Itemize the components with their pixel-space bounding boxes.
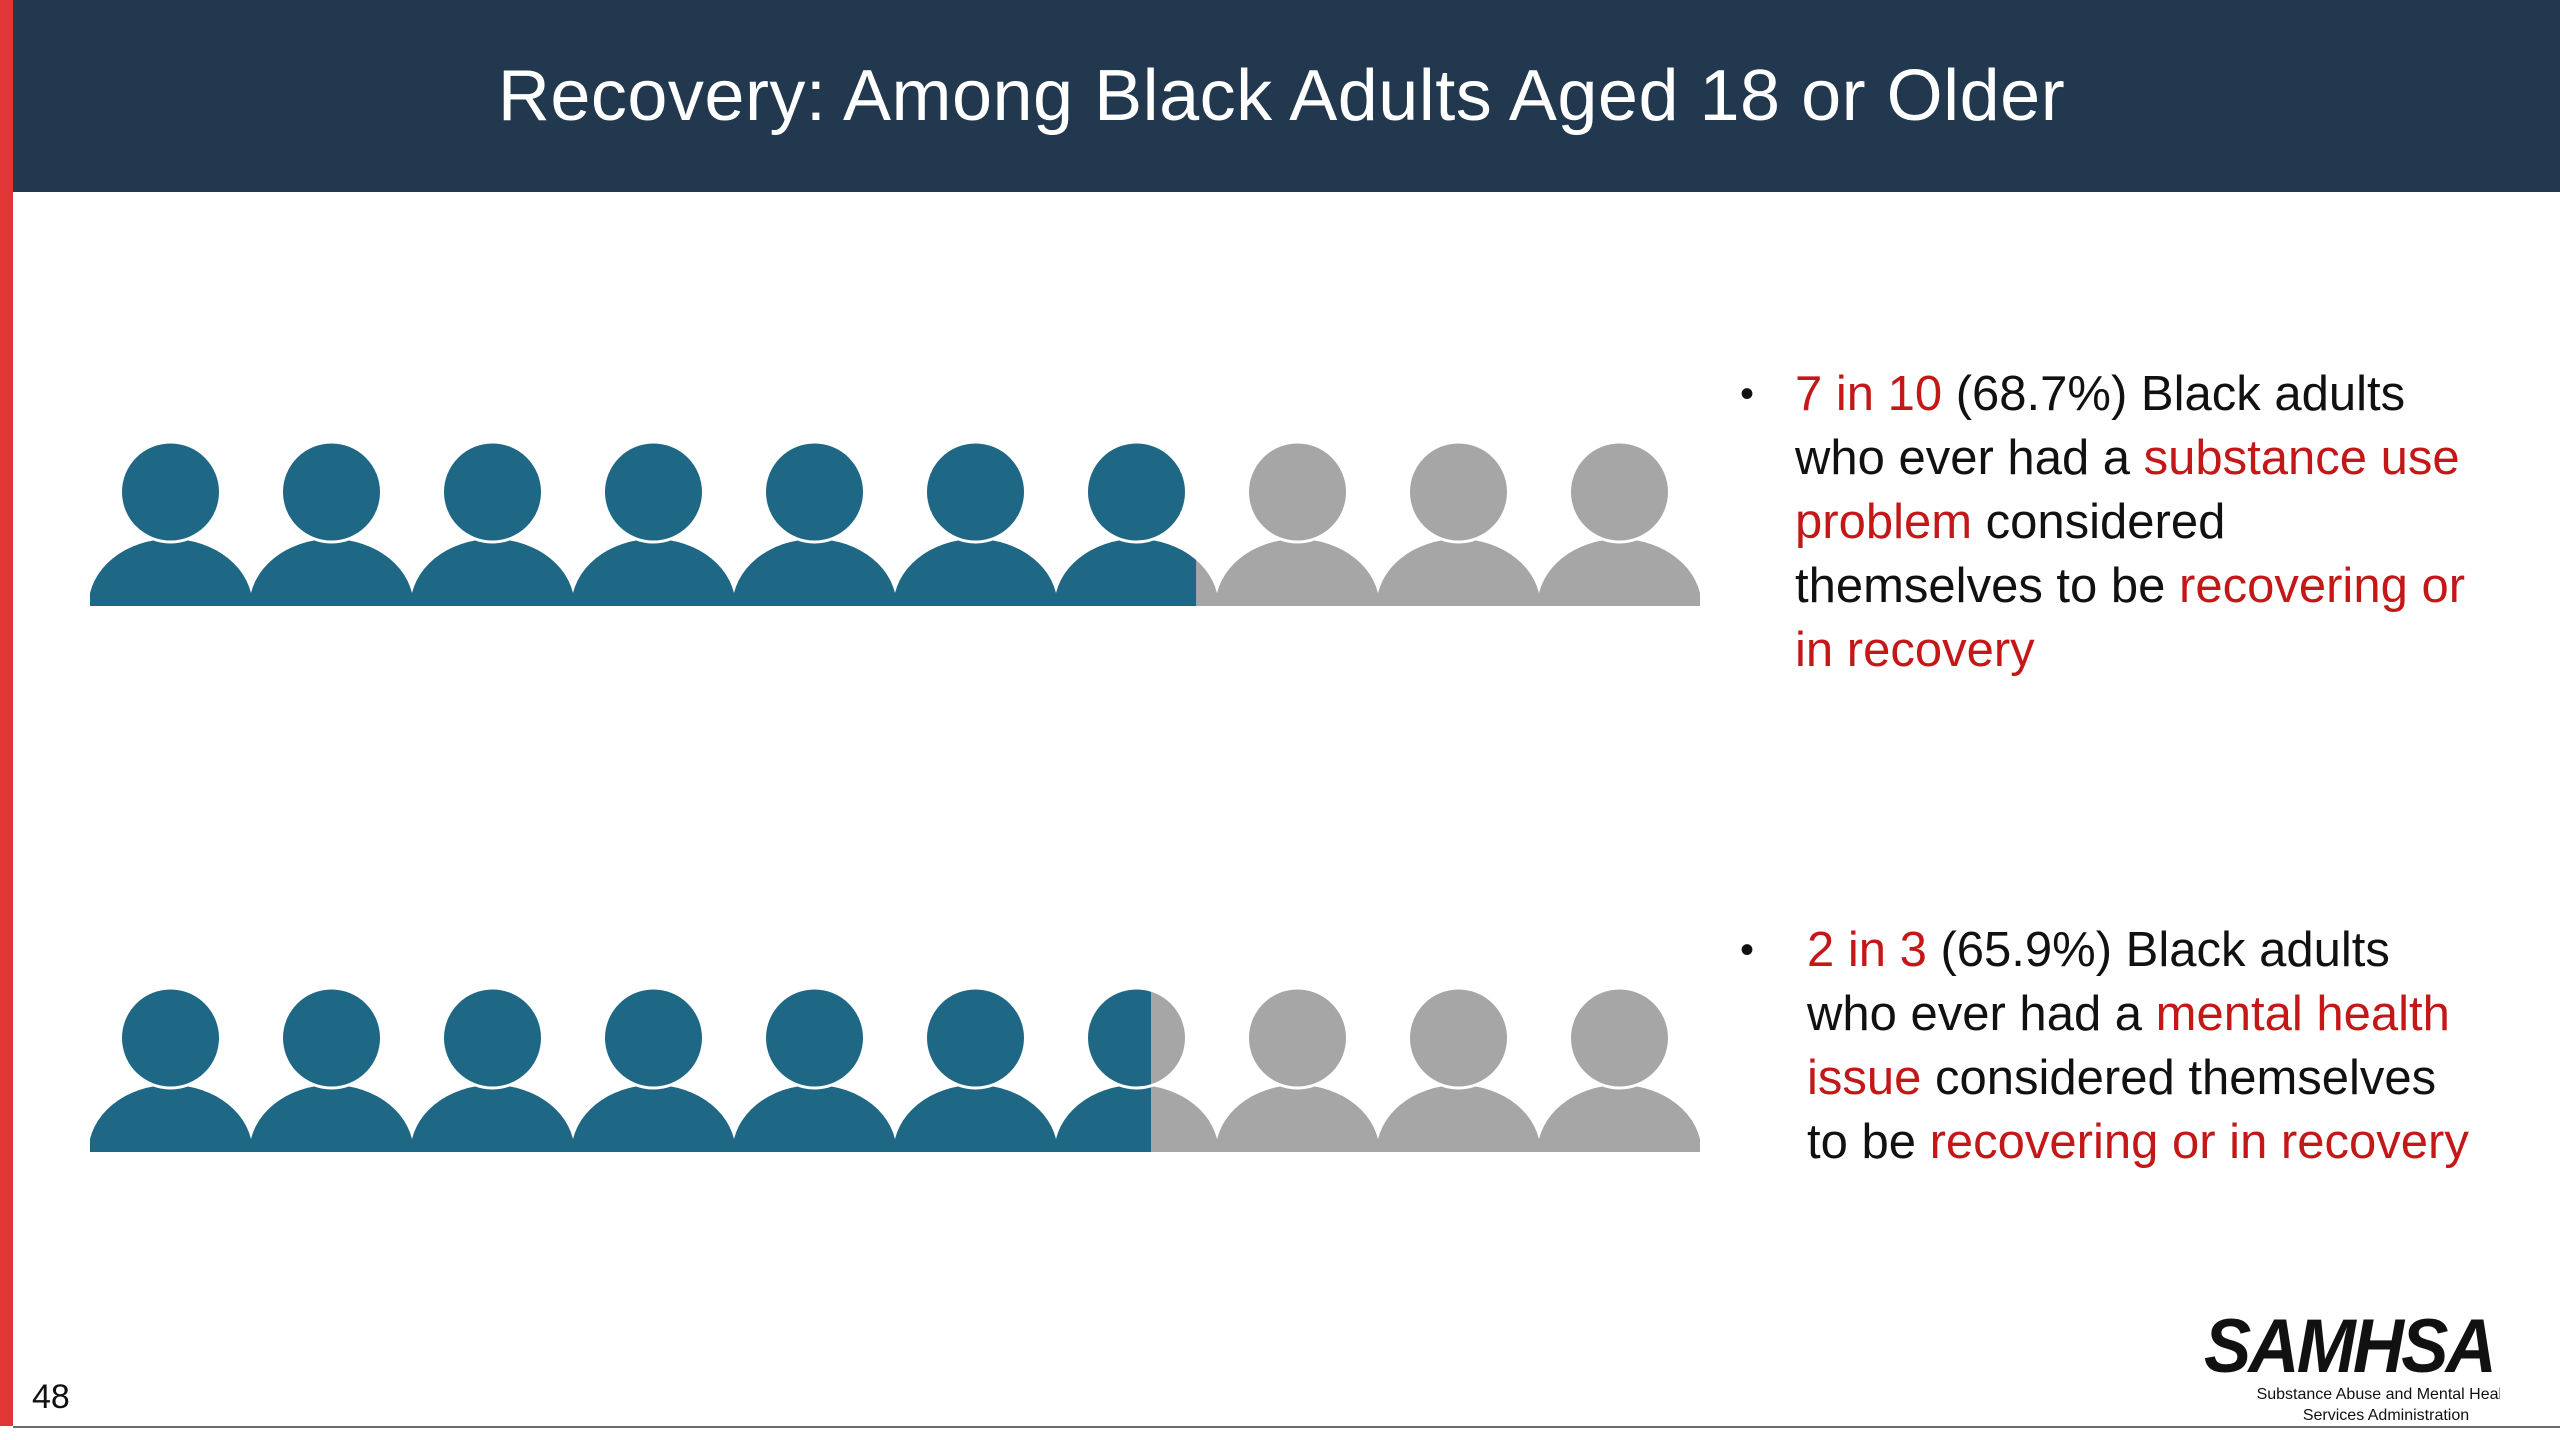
person-head xyxy=(763,986,866,1090)
logo-subtitle-1: Substance Abuse and Mental Health xyxy=(2257,1386,2500,1403)
title-bar: Recovery: Among Black Adults Aged 18 or … xyxy=(13,0,2560,192)
person-icon xyxy=(893,440,1058,606)
person-head xyxy=(1246,986,1349,1090)
person-body xyxy=(1054,1085,1151,1152)
person-head xyxy=(1246,440,1349,544)
person-head xyxy=(924,440,1027,544)
person-icon xyxy=(732,440,897,606)
person-icon xyxy=(410,986,575,1152)
person-icon xyxy=(249,440,414,606)
person-icon xyxy=(571,440,736,606)
samhsa-logo-graphic: SAMHSA Substance Abuse and Mental Health… xyxy=(2204,1304,2515,1424)
bullet-text-part: (68.7%) Black adults who ever had a xyxy=(1795,367,2406,485)
logo-subtitle-2: Services Administration xyxy=(2303,1407,2469,1424)
person-body xyxy=(571,539,736,606)
page-number: 48 xyxy=(32,1378,70,1416)
person-body xyxy=(249,539,414,606)
person-head xyxy=(119,986,222,1090)
person-body xyxy=(1376,1085,1541,1152)
bullet-dot: • xyxy=(1740,928,1755,972)
person-body xyxy=(410,1085,575,1152)
bullet-text: 7 in 10 (68.7%) Black adults who ever ha… xyxy=(1740,362,2480,682)
person-body xyxy=(571,1085,736,1152)
person-body xyxy=(893,1085,1058,1152)
person-head xyxy=(602,440,705,544)
person-icon xyxy=(1537,440,1700,606)
person-head xyxy=(924,986,1027,1090)
person-icon xyxy=(1215,986,1380,1152)
person-head xyxy=(441,440,544,544)
person-icon xyxy=(1215,440,1380,606)
person-icon xyxy=(1537,986,1700,1152)
slide-title: Recovery: Among Black Adults Aged 18 or … xyxy=(497,56,2066,136)
bullet-text-part: (65.9%) Black adults who ever had a xyxy=(1807,923,2390,1041)
person-icon xyxy=(732,986,897,1152)
person-body xyxy=(1215,539,1380,606)
person-head xyxy=(602,986,705,1090)
person-body xyxy=(410,539,575,606)
highlight-recovery: recovering or in recovery xyxy=(1929,1115,2469,1169)
person-head xyxy=(119,440,222,544)
person-head xyxy=(763,440,866,544)
bullet-text-part: considered themselves to be xyxy=(1795,495,2226,613)
bullet-mental-health: • 2 in 3 (65.9%) Black adults who ever h… xyxy=(1740,918,2490,1174)
person-icon xyxy=(1054,986,1151,1152)
highlight-condition: mental health issue xyxy=(1807,987,2450,1105)
people-filled-layer xyxy=(90,440,1197,606)
bullet-substance-use: • 7 in 10 (68.7%) Black adults who ever … xyxy=(1740,362,2480,682)
pictograph-substance-use xyxy=(90,436,1700,606)
person-body xyxy=(732,539,897,606)
person-body xyxy=(1054,539,1197,606)
highlight-condition: substance use problem xyxy=(1795,431,2460,549)
person-head xyxy=(1407,986,1510,1090)
person-body xyxy=(732,1085,897,1152)
people-filled-layer xyxy=(90,986,1151,1152)
person-head xyxy=(1085,986,1151,1090)
person-body xyxy=(1537,1085,1700,1152)
samhsa-logo: SAMHSA Substance Abuse and Mental Health… xyxy=(2200,1300,2515,1425)
person-head xyxy=(280,986,383,1090)
bullet-dot: • xyxy=(1740,372,1755,416)
bullet-text-part: considered themselves to be xyxy=(1807,1051,2437,1169)
person-body xyxy=(1537,539,1700,606)
bottom-rule xyxy=(13,1426,2560,1428)
person-icon xyxy=(893,986,1058,1152)
person-body xyxy=(1215,1085,1380,1152)
highlight-recovery: recovering or in recovery xyxy=(1795,559,2466,677)
person-head xyxy=(1568,986,1671,1090)
person-body xyxy=(249,1085,414,1152)
person-icon xyxy=(571,986,736,1152)
person-icon xyxy=(1376,986,1541,1152)
person-head xyxy=(280,440,383,544)
person-icon xyxy=(410,440,575,606)
pictograph-mental-health xyxy=(90,982,1700,1152)
person-icon xyxy=(249,986,414,1152)
person-body xyxy=(893,539,1058,606)
person-body xyxy=(90,539,253,606)
people-icons-row-2 xyxy=(90,986,1700,1152)
person-head xyxy=(1568,440,1671,544)
logo-wordmark: SAMHSA xyxy=(2204,1304,2494,1389)
bullet-text: 2 in 3 (65.9%) Black adults who ever had… xyxy=(1740,918,2490,1174)
person-icon xyxy=(1376,440,1541,606)
accent-left-bar xyxy=(0,0,13,1426)
person-icon xyxy=(90,440,253,606)
people-icons-row-1 xyxy=(90,440,1700,606)
person-body xyxy=(90,1085,253,1152)
highlight-ratio: 2 in 3 xyxy=(1807,923,1927,977)
person-head xyxy=(1085,440,1188,544)
person-head xyxy=(1407,440,1510,544)
person-icon xyxy=(90,986,253,1152)
highlight-ratio: 7 in 10 xyxy=(1795,367,1943,421)
person-head xyxy=(441,986,544,1090)
person-icon xyxy=(1054,440,1197,606)
person-body xyxy=(1376,539,1541,606)
